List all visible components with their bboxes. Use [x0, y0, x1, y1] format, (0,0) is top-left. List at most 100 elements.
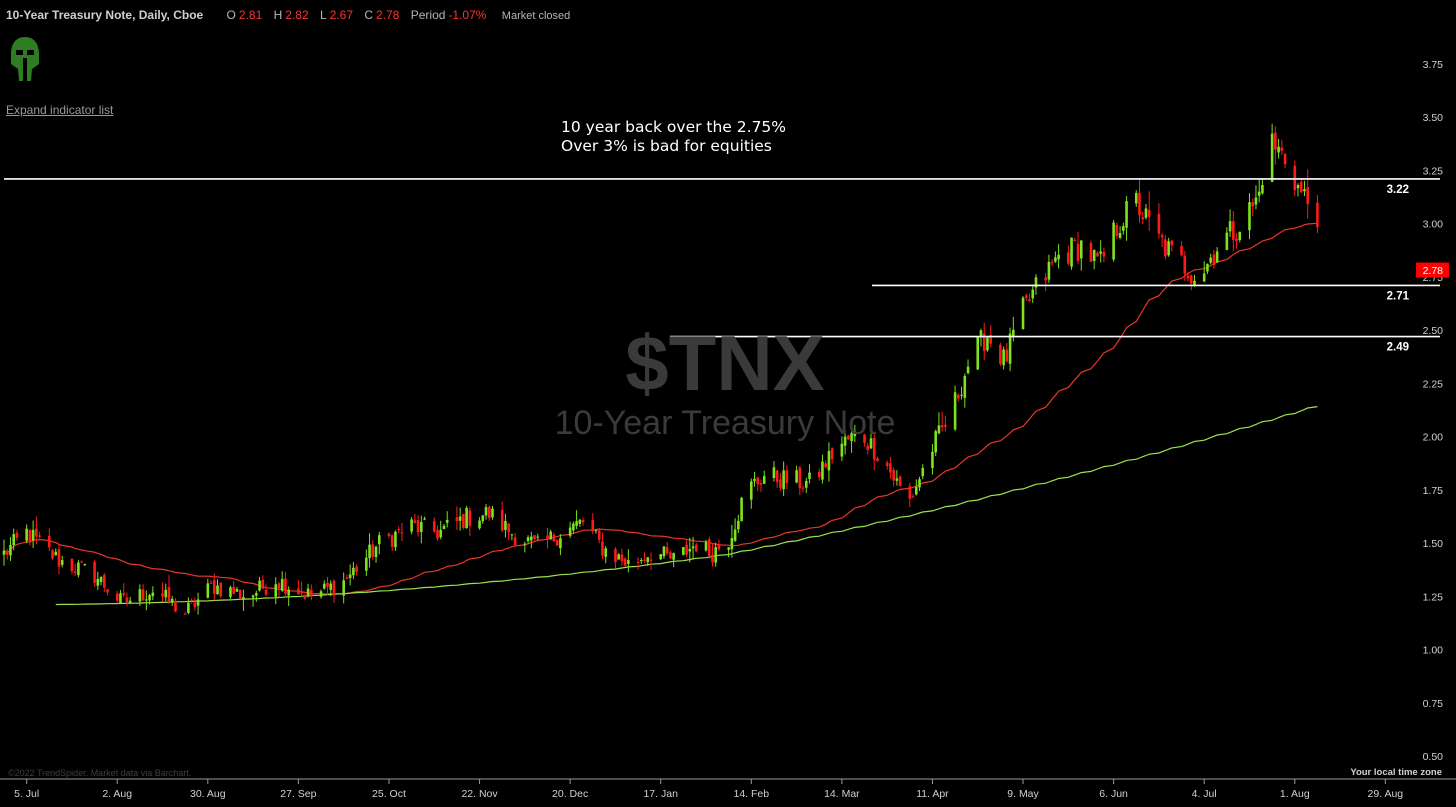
candle-body [413, 520, 417, 523]
candle-up [77, 560, 80, 578]
candle-down [57, 544, 61, 575]
candle-down [824, 460, 827, 469]
candle-up [54, 548, 58, 556]
candle-body [141, 589, 145, 601]
candle-down [552, 532, 556, 543]
candle-up [258, 576, 261, 592]
timezone-label[interactable]: Your local time zone [1350, 767, 1442, 778]
candle-body [38, 535, 41, 537]
candle-body [601, 541, 604, 556]
candle-body [145, 599, 148, 601]
candle-up [206, 578, 210, 599]
expand-indicator-list-link[interactable]: Expand indicator list [6, 103, 114, 117]
candle-down [876, 456, 879, 462]
candle-body [60, 560, 64, 565]
candle-body [889, 463, 892, 473]
y-tick-label: 3.25 [1423, 165, 1444, 177]
candle-up [1012, 316, 1015, 342]
candle-down [1005, 342, 1009, 363]
candle-body [251, 595, 255, 598]
candle-body [756, 477, 760, 485]
candle-down [957, 393, 960, 402]
candle-up [1215, 247, 1219, 263]
candle-body [1189, 275, 1193, 284]
candle-down [70, 558, 74, 575]
candle-body [536, 536, 540, 538]
candle-up [145, 590, 148, 611]
candle-body [1008, 333, 1012, 364]
candle-body [707, 539, 711, 556]
candle-body [830, 448, 834, 460]
candle-down [908, 482, 912, 508]
candle-down [47, 528, 51, 552]
candle-body [387, 533, 391, 536]
candle-body [827, 450, 831, 471]
candle-body [371, 544, 375, 557]
candle-up [99, 576, 103, 586]
candle-body [93, 561, 96, 583]
candle-up [1270, 123, 1274, 183]
candle-down [940, 411, 944, 432]
candle-body [779, 479, 782, 488]
candle-up [853, 424, 857, 443]
sma-200-line [55, 406, 1318, 606]
candle-body [1167, 241, 1170, 256]
x-tick-label: 2. Aug [102, 788, 132, 800]
candle-up [458, 507, 462, 531]
candle-up [931, 444, 934, 475]
chart-header: 10-Year Treasury Note, Daily, Cboe O 2.81… [6, 8, 570, 22]
candle-down [390, 534, 394, 551]
candle-down [190, 598, 193, 604]
candle-down [1024, 293, 1028, 302]
candle-body [824, 463, 827, 468]
candle-body [785, 470, 789, 484]
candle-body [390, 535, 394, 547]
candle-up [31, 520, 35, 548]
candle-up [319, 589, 323, 599]
candle-up [639, 557, 643, 564]
candle-up [96, 571, 100, 590]
candle-up [1209, 253, 1212, 265]
level-label-2.71: 2.71 [1387, 290, 1410, 302]
candle-body [322, 583, 326, 589]
candle-body [594, 530, 598, 532]
x-tick-label: 30. Aug [190, 788, 226, 800]
candle-down [1164, 234, 1167, 260]
candle-down [1115, 222, 1119, 239]
candle-body [9, 544, 12, 556]
candle-body [944, 424, 947, 427]
candle-body [458, 516, 462, 521]
candle-body [1118, 232, 1122, 238]
candle-up [804, 477, 808, 493]
candle-body [659, 554, 663, 560]
candle-body [303, 595, 307, 599]
chart-annotation: 10 year back over the 2.75% Over 3% is b… [561, 118, 786, 156]
candle-down [345, 574, 349, 580]
candle-up [963, 373, 967, 408]
candle-down [1212, 249, 1216, 269]
candle-down [866, 442, 870, 455]
y-tick-label: 3.75 [1423, 59, 1444, 71]
candle-down [1306, 169, 1310, 219]
candle-body [148, 595, 151, 601]
candle-down [711, 543, 714, 567]
candle-down [555, 539, 559, 546]
candle-up [559, 534, 562, 556]
candle-body [782, 470, 785, 490]
candle-body [106, 589, 109, 593]
candle-body [1232, 221, 1235, 240]
candle-body [986, 337, 989, 351]
candle-body [216, 585, 219, 595]
y-tick-label: 1.25 [1423, 591, 1444, 603]
candle-body [908, 486, 912, 499]
candle-down [387, 532, 391, 539]
open-label: O [226, 8, 236, 22]
candle-body [940, 424, 944, 428]
candle-up [442, 523, 446, 530]
period-label: Period [410, 8, 446, 22]
candle-body [1115, 225, 1119, 236]
candle-body [643, 559, 646, 561]
candle-down [785, 465, 789, 490]
candle-up [850, 427, 853, 453]
